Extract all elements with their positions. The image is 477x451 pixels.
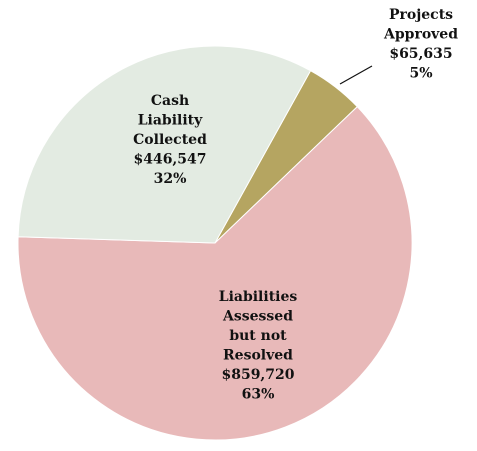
leader-line (339, 65, 373, 85)
slice-label: Resolved (223, 348, 293, 364)
percent-label: 32% (154, 171, 187, 187)
slice-label: Cash (151, 93, 189, 109)
slice-label: Liabilities (219, 289, 298, 305)
percent-label: 5% (409, 66, 432, 82)
slice-label: Projects (389, 7, 453, 23)
value-label: $446,547 (133, 152, 206, 168)
slice-label: Assessed (222, 309, 293, 325)
percent-label: 63% (242, 387, 275, 403)
value-label: $65,635 (389, 46, 452, 62)
value-label: $859,720 (221, 367, 294, 383)
pie-slice (17, 105, 413, 441)
slice-label: Approved (383, 27, 458, 43)
slice-label: Collected (133, 132, 207, 148)
slice-label: Liability (138, 113, 203, 129)
slice-label: but not (229, 328, 287, 344)
pie-slice (17, 45, 312, 244)
